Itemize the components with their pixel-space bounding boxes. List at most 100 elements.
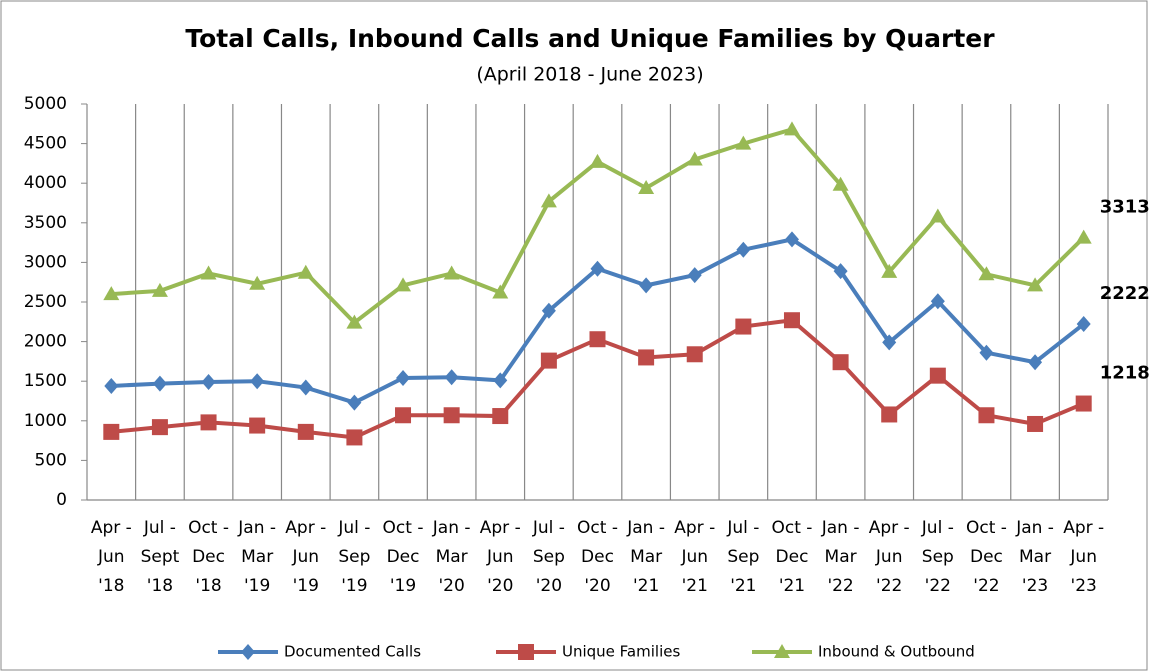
marker: [638, 179, 655, 194]
chart-subtitle: (April 2018 - June 2023): [476, 64, 703, 86]
y-tick-label: 4000: [24, 173, 67, 193]
marker: [735, 318, 752, 335]
x-tick-label: Oct - Dec '21: [771, 518, 813, 596]
marker: [541, 302, 556, 319]
marker: [686, 346, 703, 363]
marker: [1027, 277, 1044, 292]
marker: [492, 408, 509, 425]
marker: [346, 429, 363, 446]
marker: [774, 644, 790, 658]
legend-label: Inbound & Outbound: [818, 643, 975, 661]
x-tick-label: Jan - Mar '20: [432, 518, 471, 596]
x-tick-label: Oct - Dec '20: [577, 518, 618, 596]
marker: [518, 644, 534, 660]
x-tick-label: Oct - Dec '18: [188, 518, 230, 596]
marker: [151, 282, 168, 297]
marker: [1076, 316, 1091, 333]
x-tick-label: Jul - Sep '21: [727, 518, 760, 596]
marker: [929, 367, 946, 384]
marker: [492, 284, 509, 299]
marker: [589, 331, 606, 348]
marker: [444, 369, 459, 386]
y-tick-label: 2500: [24, 292, 67, 312]
x-tick-label: Apr - Jun '21: [674, 518, 716, 596]
marker: [735, 135, 752, 150]
marker: [395, 277, 412, 292]
y-tick-label: 3000: [24, 252, 67, 272]
marker: [297, 264, 314, 279]
y-tick-label: 3500: [24, 213, 67, 233]
marker: [882, 334, 897, 351]
marker: [200, 414, 217, 431]
marker: [832, 354, 849, 371]
marker: [152, 375, 167, 392]
x-tick-label: Jul - Sep '20: [532, 518, 565, 596]
marker: [103, 286, 120, 301]
marker: [783, 312, 800, 329]
data-label: 2222: [1100, 283, 1149, 304]
chart-title: Total Calls, Inbound Calls and Unique Fa…: [185, 24, 995, 53]
marker: [396, 370, 411, 387]
marker: [249, 275, 266, 290]
y-tick-label: 4500: [24, 134, 67, 154]
marker: [686, 151, 703, 166]
marker: [881, 263, 898, 278]
marker: [540, 352, 557, 369]
y-tick-label: 2000: [24, 332, 67, 352]
y-tick-label: 500: [35, 450, 67, 470]
marker: [151, 419, 168, 436]
marker: [978, 407, 995, 424]
marker: [443, 265, 460, 280]
marker: [832, 176, 849, 191]
marker: [249, 417, 266, 434]
y-tick-label: 1000: [24, 411, 67, 431]
marker: [978, 266, 995, 281]
x-tick-label: Jul - Sep '19: [338, 518, 371, 596]
legend-label: Documented Calls: [284, 643, 421, 661]
x-tick-label: Jul - Sept '18: [140, 518, 180, 596]
x-tick-label: Apr - Jun '19: [285, 518, 327, 596]
marker: [1028, 354, 1043, 371]
marker: [638, 349, 655, 366]
marker: [540, 193, 557, 208]
x-tick-label: Jan - Mar '22: [821, 518, 860, 596]
x-tick-label: Apr - Jun '23: [1063, 518, 1105, 596]
marker: [784, 231, 799, 248]
marker: [346, 314, 363, 329]
y-tick-label: 1500: [24, 371, 67, 391]
y-tick-label: 5000: [24, 94, 67, 114]
x-tick-label: Apr - Jun '20: [479, 518, 521, 596]
y-tick-label: 0: [56, 490, 67, 510]
data-label: 3313: [1100, 197, 1149, 218]
x-tick-label: Oct - Dec '22: [965, 518, 1007, 596]
marker: [590, 260, 605, 277]
marker: [881, 406, 898, 423]
marker: [201, 373, 216, 390]
x-tick-label: Apr - Jun '18: [90, 518, 132, 596]
marker: [1075, 229, 1092, 244]
marker: [979, 344, 994, 361]
x-tick-label: Jul - Sep '22: [921, 518, 954, 596]
marker: [687, 267, 702, 284]
marker: [736, 241, 751, 258]
data-label: 1218: [1100, 363, 1149, 384]
marker: [297, 423, 314, 440]
marker: [347, 394, 362, 411]
legend-label: Unique Families: [562, 643, 680, 661]
marker: [1075, 395, 1092, 412]
marker: [929, 208, 946, 223]
marker: [639, 277, 654, 294]
x-tick-label: Jan - Mar '19: [238, 518, 277, 596]
marker: [104, 377, 119, 394]
marker: [833, 263, 848, 280]
marker: [200, 265, 217, 280]
marker: [241, 644, 255, 660]
x-tick-label: Jan - Mar '21: [627, 518, 665, 596]
marker: [443, 407, 460, 424]
x-tick-label: Apr - Jun '22: [868, 518, 910, 596]
marker: [589, 153, 606, 168]
marker: [493, 372, 508, 389]
marker: [783, 121, 800, 136]
